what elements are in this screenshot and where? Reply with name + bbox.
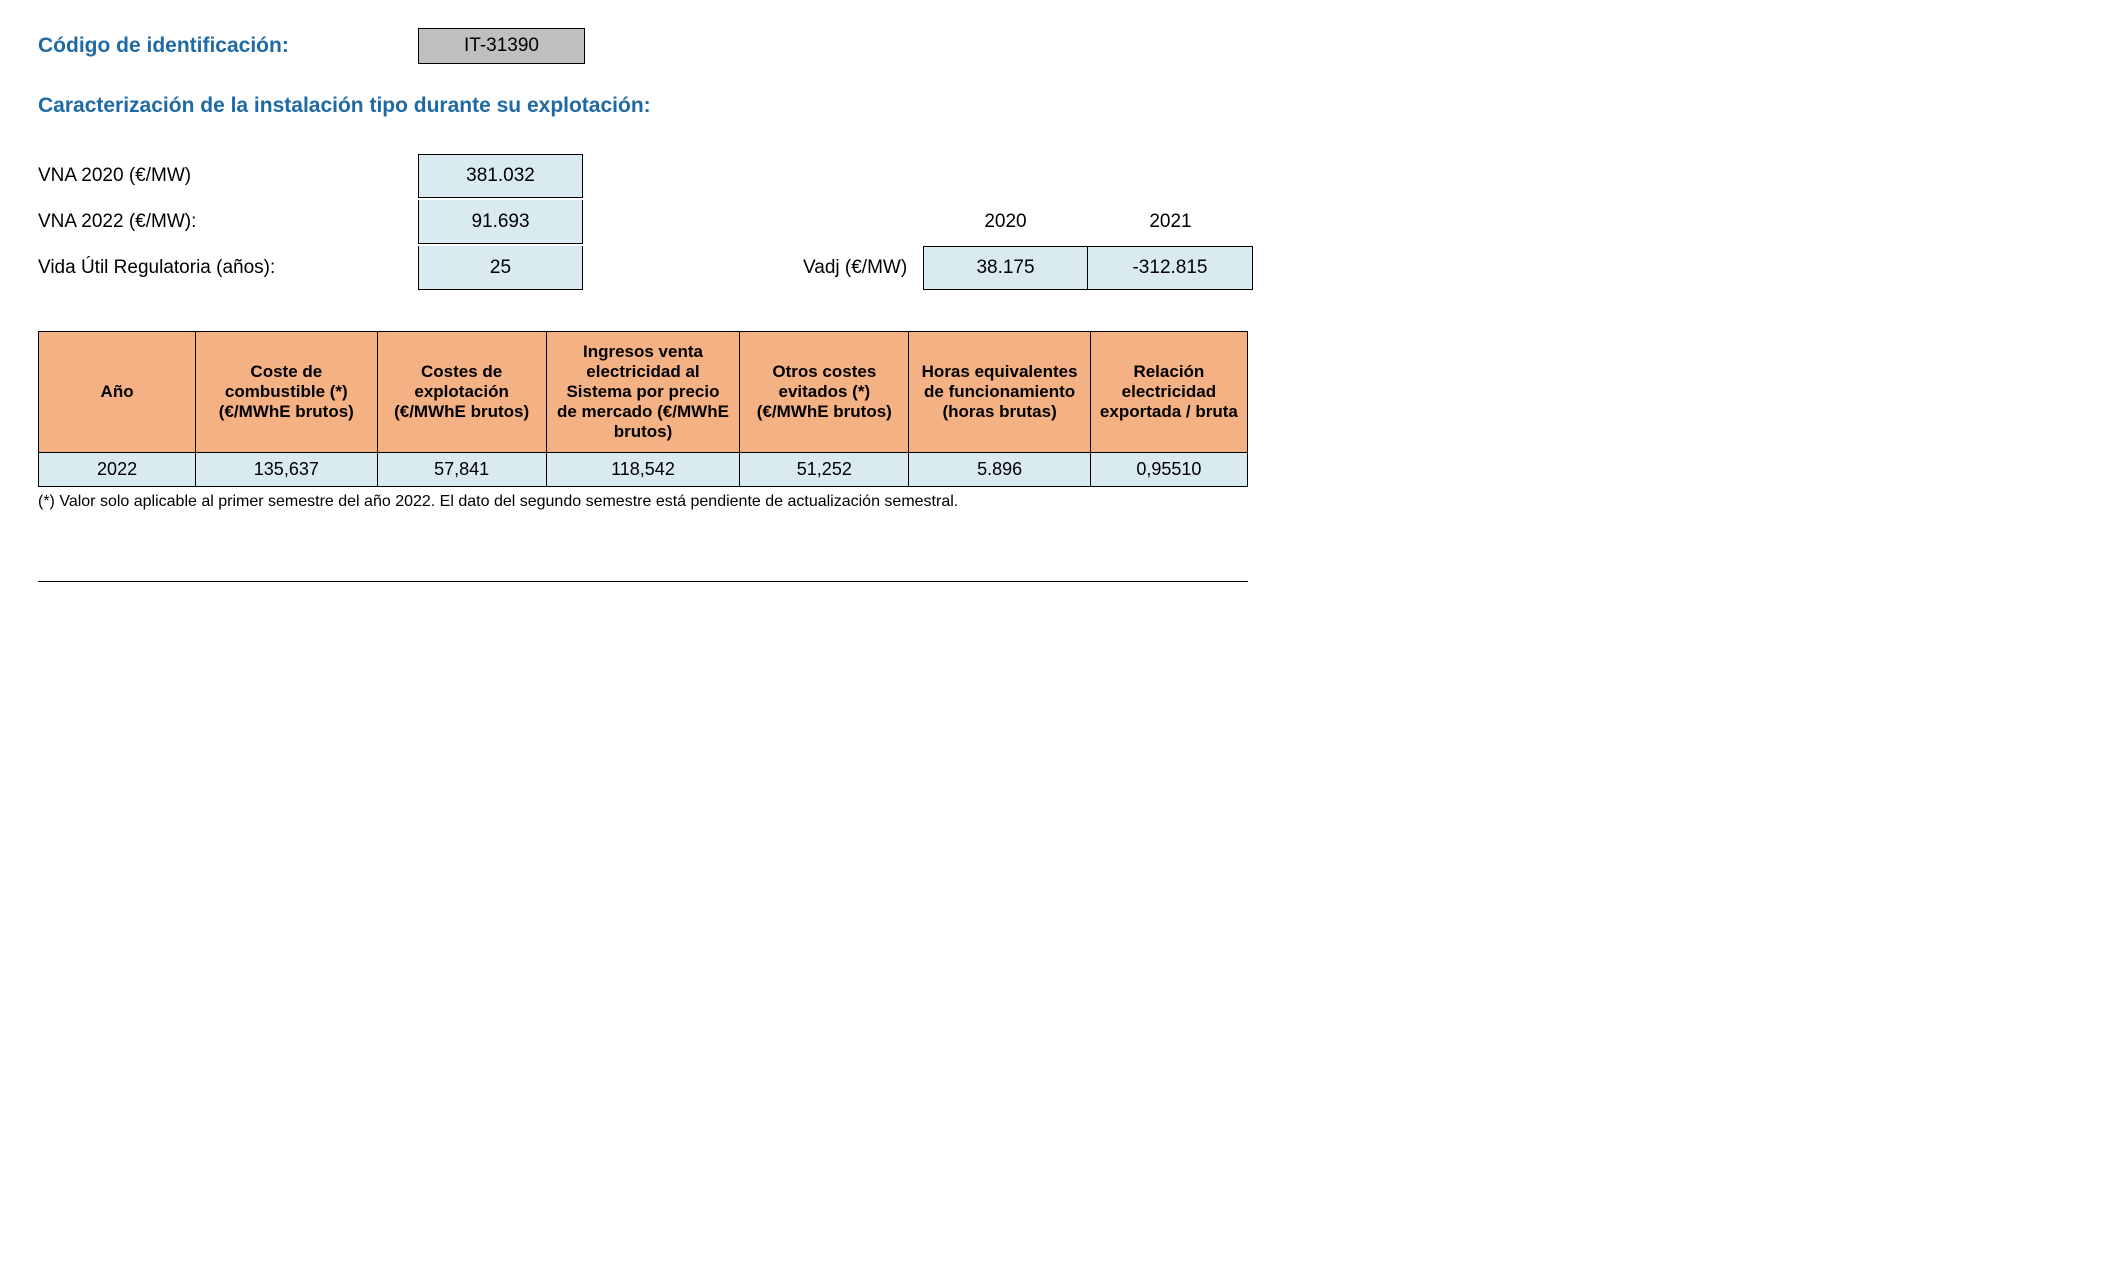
cell-ano: 2022: [39, 453, 196, 487]
cell-relacion-electricidad: 0,95510: [1090, 453, 1247, 487]
th-coste-combustible: Coste de combustible (*) (€/MWhE brutos): [196, 332, 377, 453]
th-otros-costes: Otros costes evitados (*) (€/MWhE brutos…: [740, 332, 909, 453]
cell-ingresos-venta: 118,542: [546, 453, 739, 487]
params-area: VNA 2020 (€/MW) 381.032 VNA 2022 (€/MW):…: [38, 153, 2088, 291]
vna2020-label: VNA 2020 (€/MW): [38, 165, 418, 187]
th-costes-explotacion: Costes de explotación (€/MWhE brutos): [377, 332, 546, 453]
code-label: Código de identificación:: [38, 34, 418, 58]
vadj-label: Vadj (€/MW): [803, 257, 923, 279]
table-row: 2022 135,637 57,841 118,542 51,252 5.896…: [39, 453, 1248, 487]
footnote: (*) Valor solo aplicable al primer semes…: [38, 493, 2088, 511]
code-value-box: IT-31390: [418, 28, 585, 64]
vadj-values-row: Vadj (€/MW) 38.175 -312.815: [803, 245, 1253, 291]
cell-coste-combustible: 135,637: [196, 453, 377, 487]
vna2022-value: 91.693: [418, 200, 583, 244]
vna2022-label: VNA 2022 (€/MW):: [38, 211, 418, 233]
vadj-year-2: 2021: [1088, 211, 1253, 233]
vadj-value-1: 38.175: [923, 246, 1088, 290]
param-row-vna2022: VNA 2022 (€/MW): 91.693: [38, 199, 583, 245]
cell-horas-equivalentes: 5.896: [909, 453, 1090, 487]
th-ano: Año: [39, 332, 196, 453]
th-relacion-electricidad: Relación electricidad exportada / bruta: [1090, 332, 1247, 453]
param-row-vida: Vida Útil Regulatoria (años): 25: [38, 245, 583, 291]
vadj-year-1: 2020: [923, 211, 1088, 233]
separator-line: [38, 581, 1248, 582]
table-header-row: Año Coste de combustible (*) (€/MWhE bru…: [39, 332, 1248, 453]
cell-otros-costes: 51,252: [740, 453, 909, 487]
params-left: VNA 2020 (€/MW) 381.032 VNA 2022 (€/MW):…: [38, 153, 583, 291]
vida-value: 25: [418, 246, 583, 290]
vadj-years-row: 2020 2021: [803, 199, 1253, 245]
param-row-vna2020: VNA 2020 (€/MW) 381.032: [38, 153, 583, 199]
th-horas-equivalentes: Horas equivalentes de funcionamiento (ho…: [909, 332, 1090, 453]
data-table: Año Coste de combustible (*) (€/MWhE bru…: [38, 331, 1248, 487]
vadj-value-2: -312.815: [1088, 246, 1253, 290]
vadj-block: 2020 2021 Vadj (€/MW) 38.175 -312.815: [803, 199, 1253, 291]
section-title: Caracterización de la instalación tipo d…: [38, 94, 2088, 118]
cell-costes-explotacion: 57,841: [377, 453, 546, 487]
header-row: Código de identificación: IT-31390: [38, 28, 2088, 64]
vida-label: Vida Útil Regulatoria (años):: [38, 257, 418, 279]
vna2020-value: 381.032: [418, 154, 583, 198]
th-ingresos-venta: Ingresos venta electricidad al Sistema p…: [546, 332, 739, 453]
